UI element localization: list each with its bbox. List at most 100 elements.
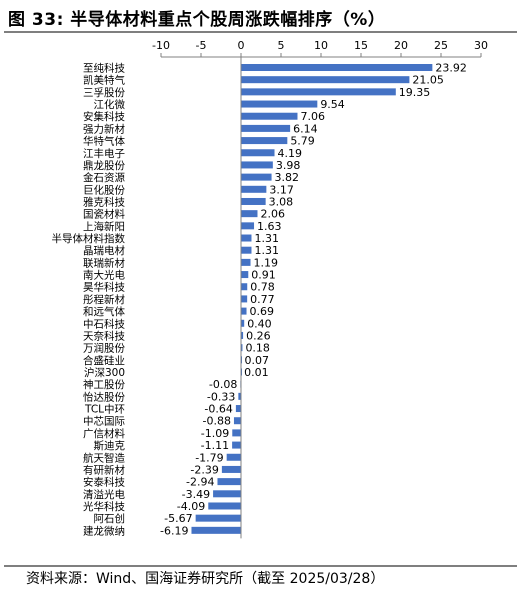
data-label: 0.91 <box>251 269 276 282</box>
category-label: 三孚股份 <box>83 87 125 99</box>
data-label: -0.08 <box>209 378 237 391</box>
category-label: 联瑞新材 <box>83 256 125 269</box>
bar <box>241 271 249 279</box>
data-label: 6.14 <box>293 122 318 135</box>
data-label: 4.19 <box>278 147 303 160</box>
bar <box>241 197 266 205</box>
x-tick-label: 0 <box>238 39 245 52</box>
category-label: TCL中环 <box>84 403 125 416</box>
data-label: -6.19 <box>160 524 188 537</box>
bottom-rule <box>4 565 517 567</box>
data-label: -3.49 <box>182 488 210 501</box>
category-label: 天奈科技 <box>83 329 125 342</box>
x-tick-label: 15 <box>354 39 368 52</box>
bar <box>235 405 241 413</box>
category-label: 江化微 <box>94 98 126 111</box>
category-label: 凯美特气 <box>83 74 125 87</box>
bar <box>241 331 244 339</box>
category-label: 强力新材 <box>83 122 125 135</box>
category-label: 安泰科技 <box>83 476 125 489</box>
data-label: -4.09 <box>177 500 205 513</box>
category-label: 中石科技 <box>83 317 125 330</box>
category-label: 清溢光电 <box>83 488 125 501</box>
bar <box>241 222 255 230</box>
data-label: 3.17 <box>269 183 294 196</box>
category-label: 江丰电子 <box>83 147 125 160</box>
data-label: 1.63 <box>257 220 282 233</box>
category-label: 中芯国际 <box>83 415 125 428</box>
category-label: 鼎龙股份 <box>83 159 125 172</box>
title-rule <box>4 31 517 33</box>
bar <box>241 319 245 327</box>
bars-group <box>191 64 433 534</box>
category-label: 雅克科技 <box>83 195 125 208</box>
bar <box>217 478 241 486</box>
category-label: 万润股份 <box>83 342 125 355</box>
category-label: 建龙微纳 <box>83 524 125 537</box>
data-label: 0.69 <box>250 305 275 318</box>
bar <box>241 173 272 181</box>
data-label: -0.64 <box>204 403 232 416</box>
bar <box>221 465 241 473</box>
data-label: -1.09 <box>201 427 229 440</box>
bar <box>213 490 241 498</box>
x-tick-label: 20 <box>394 39 408 52</box>
category-label: 安集科技 <box>83 110 125 123</box>
data-label: 0.07 <box>245 354 270 367</box>
bar <box>241 161 273 169</box>
bar <box>241 88 396 96</box>
data-label: 19.35 <box>399 86 431 99</box>
x-tick-label: 5 <box>278 39 285 52</box>
category-label: 国瓷材料 <box>83 208 125 221</box>
data-label: 23.92 <box>435 62 467 75</box>
data-label: -0.88 <box>202 415 230 428</box>
bar <box>241 124 291 132</box>
bar <box>241 246 252 254</box>
category-label: 至纯科技 <box>83 62 125 75</box>
bar <box>241 137 288 145</box>
data-label: -0.33 <box>207 390 235 403</box>
category-label: 沪深300 <box>84 366 125 379</box>
bar-chart: -10 -5 0 5 10 15 20 25 30 至纯科技凯美特气三孚股份江化微安集科技强力新… <box>52 39 488 539</box>
data-label: 3.82 <box>275 171 300 184</box>
bar <box>241 185 267 193</box>
bar <box>241 307 247 315</box>
bar <box>241 149 275 157</box>
bar <box>241 100 318 108</box>
data-label: 1.31 <box>254 244 278 257</box>
data-label: 3.98 <box>276 159 301 172</box>
bar <box>241 234 252 242</box>
category-label: 合盛硅业 <box>83 354 125 367</box>
category-label: 光华科技 <box>83 500 125 513</box>
data-label: 0.40 <box>247 317 272 330</box>
category-label: 广信材料 <box>83 427 125 440</box>
data-label: 9.54 <box>320 98 345 111</box>
category-labels: 至纯科技凯美特气三孚股份江化微安集科技强力新材华特气体江丰电子鼎龙股份金石资源巨… <box>52 62 126 538</box>
bar <box>191 526 241 534</box>
data-label: 21.05 <box>412 74 444 87</box>
data-label: 0.01 <box>244 366 269 379</box>
x-tick-label: 25 <box>434 39 448 52</box>
bar <box>232 441 241 449</box>
category-label: 有研新材 <box>83 463 125 476</box>
data-label: 0.18 <box>245 342 270 355</box>
category-label: 昊华科技 <box>83 281 125 294</box>
data-label: 1.31 <box>254 232 278 245</box>
x-tick-label: 10 <box>314 39 328 52</box>
category-label: 怡达股份 <box>83 390 125 403</box>
x-tick-label: -10 <box>152 39 170 52</box>
x-tick-label: 30 <box>474 39 488 52</box>
category-label: 彤程新材 <box>83 293 125 306</box>
bar <box>241 258 251 266</box>
bar <box>241 112 298 120</box>
data-label: 5.79 <box>290 135 315 148</box>
category-label: 斯迪克 <box>94 439 126 452</box>
x-axis: -10 -5 0 5 10 15 20 25 30 <box>152 39 488 58</box>
category-label: 航天智造 <box>83 451 125 464</box>
bar <box>233 417 241 425</box>
data-label: 1.19 <box>254 256 279 269</box>
bar <box>241 295 248 303</box>
value-labels: 23.9221.0519.359.547.066.145.794.193.983… <box>160 62 467 538</box>
data-label: -2.94 <box>186 476 214 489</box>
bar <box>241 344 243 352</box>
